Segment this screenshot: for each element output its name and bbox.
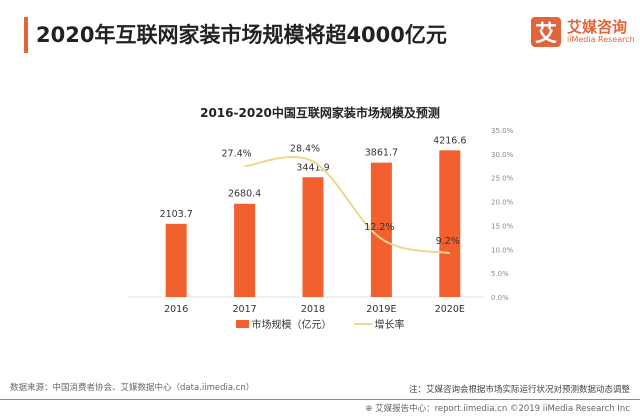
bar-label-2020E: 4216.6 bbox=[433, 135, 466, 146]
bar-2017 bbox=[234, 203, 256, 297]
bar-2019E bbox=[370, 162, 392, 297]
right-tick-6: 30.0% bbox=[491, 151, 514, 159]
bar-2018 bbox=[302, 177, 324, 297]
growth-label-2019E: 12.2% bbox=[364, 222, 394, 233]
legend-label-growth-rate: 增长率 bbox=[374, 320, 405, 331]
logo: 艾 艾媒咨询 iiMedia Research bbox=[531, 17, 635, 47]
chart-title: 2016-2020中国互联网家装市场规模及预测 bbox=[200, 106, 440, 120]
legend-item-market-size: 市场规模（亿元） bbox=[235, 316, 332, 331]
logo-mark-icon: 艾 bbox=[531, 17, 561, 47]
page-title: 2020年互联网家装市场规模将超4000亿元 bbox=[36, 23, 447, 47]
title-accent-bar bbox=[24, 17, 28, 53]
copyright-label: 艾媒报告中心：report.iimedia.cn ©2019 iiMedia R… bbox=[375, 404, 630, 414]
right-tick-3: 15.0% bbox=[491, 222, 514, 230]
logo-cn: 艾媒咨询 bbox=[567, 18, 628, 36]
bar-label-2019E: 3861.7 bbox=[365, 148, 398, 159]
bar-label-2018: 3441.9 bbox=[296, 162, 329, 173]
x-tick-2020E: 2020E bbox=[435, 304, 465, 315]
legend-swatch-bar bbox=[235, 319, 249, 328]
right-tick-5: 25.0% bbox=[491, 175, 514, 183]
bar-label-2016: 2103.7 bbox=[160, 209, 193, 220]
x-tick-2017: 2017 bbox=[233, 304, 257, 315]
note-text: 注：艾媒咨询会根据市场实际运行状况对预测数据动态调整 bbox=[408, 385, 630, 395]
right-tick-0: 0.0% bbox=[491, 294, 509, 302]
x-tick-2016: 2016 bbox=[164, 304, 188, 315]
copyright-text: ⊕ 艾媒报告中心：report.iimedia.cn ©2019 iiMedia… bbox=[365, 402, 630, 414]
growth-rate-line bbox=[244, 156, 451, 255]
legend-item-growth-rate: 增长率 bbox=[353, 316, 405, 331]
source-text: 数据来源：中国消费者协会、艾媒数据中心（data.iimedia.cn） bbox=[10, 383, 255, 393]
legend: 市场规模（亿元） 增长率 bbox=[0, 316, 640, 331]
right-tick-1: 5.0% bbox=[491, 270, 509, 278]
right-tick-7: 35.0% bbox=[491, 127, 514, 135]
bar-2020E bbox=[439, 150, 461, 297]
right-tick-2: 10.0% bbox=[491, 246, 514, 254]
growth-label-2020E: 9.2% bbox=[436, 236, 460, 247]
growth-label-2017: 27.4% bbox=[222, 148, 252, 159]
legend-label-market-size: 市场规模（亿元） bbox=[251, 320, 332, 331]
bar-2016 bbox=[165, 223, 187, 297]
x-tick-2019E: 2019E bbox=[366, 304, 396, 315]
growth-label-2018: 28.4% bbox=[290, 143, 320, 154]
right-tick-4: 20.0% bbox=[491, 199, 514, 207]
x-tick-2018: 2018 bbox=[301, 304, 325, 315]
logo-en: iiMedia Research bbox=[567, 35, 635, 44]
bar-label-2017: 2680.4 bbox=[228, 189, 261, 200]
footer-divider bbox=[0, 399, 640, 400]
globe-icon: ⊕ bbox=[365, 404, 376, 414]
legend-swatch-line bbox=[353, 322, 372, 325]
